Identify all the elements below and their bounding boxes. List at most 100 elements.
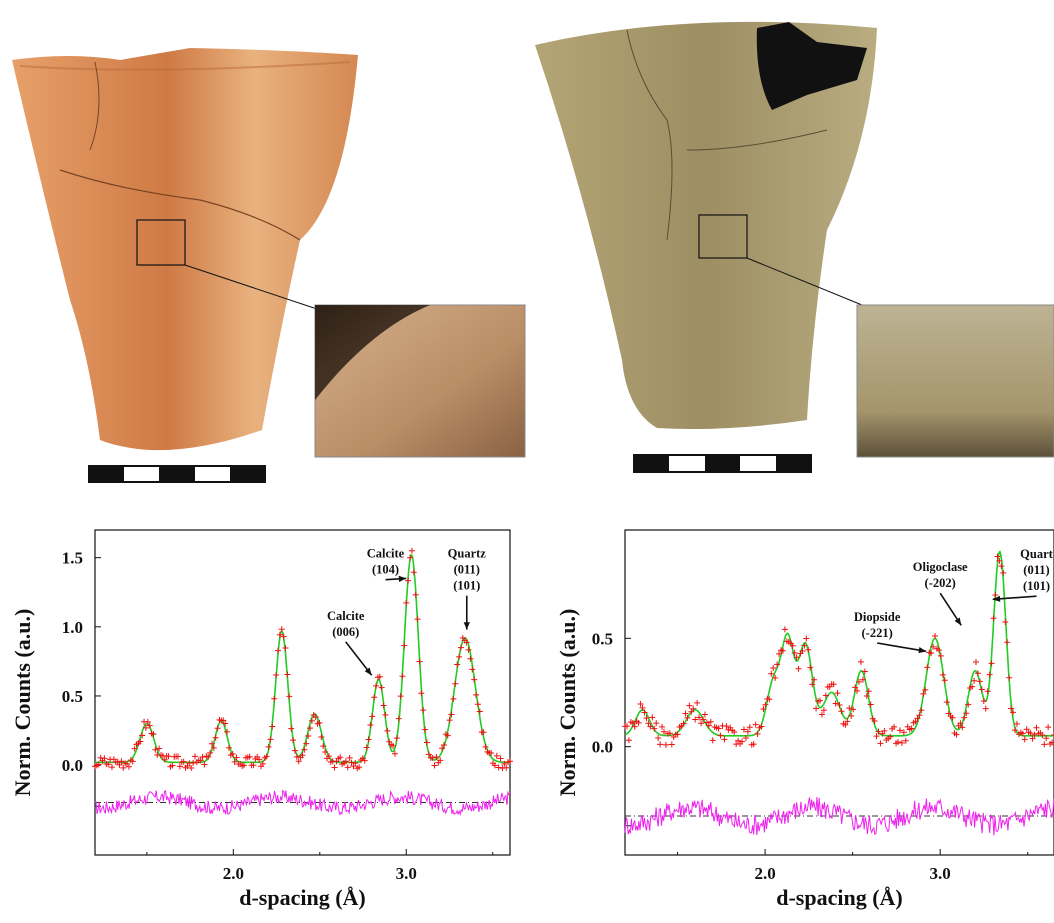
observed-point <box>762 701 769 708</box>
observed-point <box>293 753 300 760</box>
observed-point <box>276 631 283 638</box>
observed-point <box>703 719 710 726</box>
observed-point <box>348 759 355 766</box>
observed-point <box>631 723 638 730</box>
observed-point <box>709 737 716 744</box>
y-tick-label: 0.5 <box>592 629 613 648</box>
observed-point <box>210 744 217 751</box>
observed-point <box>231 758 238 765</box>
observed-point <box>637 701 644 708</box>
observed-point <box>988 660 995 667</box>
observed-point <box>282 645 289 652</box>
observed-point <box>437 757 444 764</box>
observed-point <box>473 691 480 698</box>
observed-point <box>278 626 285 633</box>
observed-point <box>969 683 976 690</box>
observed-point <box>463 639 470 646</box>
observed-point <box>95 761 102 768</box>
observed-point <box>742 734 749 741</box>
observed-point <box>928 650 935 657</box>
observed-point <box>382 711 389 718</box>
observed-point <box>842 721 849 728</box>
observed-point <box>752 721 759 728</box>
observed-point <box>156 745 163 752</box>
observed-point <box>1049 739 1054 746</box>
observed-point <box>220 717 227 724</box>
observed-point <box>482 743 489 750</box>
observed-point <box>399 673 406 680</box>
annotation-arrowhead <box>918 647 927 654</box>
observed-point <box>391 750 398 757</box>
observed-point <box>723 723 730 730</box>
observed-point <box>867 701 874 708</box>
observed-point <box>801 642 808 649</box>
peak-annotation-label: (101) <box>1023 579 1050 593</box>
observed-point <box>895 739 901 746</box>
observed-point <box>108 764 115 771</box>
observed-point <box>376 673 383 680</box>
scale-bar-left-icon <box>88 465 266 483</box>
observed-point <box>976 678 983 685</box>
observed-point <box>284 671 291 678</box>
observed-point <box>290 737 297 744</box>
observed-point <box>937 652 944 659</box>
observed-point <box>1027 730 1034 737</box>
observed-point <box>1029 735 1036 742</box>
observed-point <box>854 687 861 694</box>
observed-point <box>229 750 236 757</box>
observed-point <box>312 714 319 721</box>
plot-frame <box>624 529 1054 856</box>
observed-point <box>1021 736 1028 743</box>
observed-point <box>225 744 232 751</box>
observed-point <box>493 752 500 759</box>
observed-point <box>694 699 701 706</box>
xrd-chart-right-svg: 2.0 3.0 0.0 0.5 d-spacing (Å) Norm. Counts (a… <box>555 529 1054 910</box>
observed-point <box>844 718 851 725</box>
observed-point <box>857 658 864 665</box>
observed-point <box>308 717 315 724</box>
observed-point <box>142 724 149 731</box>
observed-point <box>846 705 853 712</box>
observed-point <box>684 714 691 721</box>
observed-point <box>188 765 195 772</box>
annotation-arrowhead <box>398 575 407 582</box>
observed-point <box>789 642 796 649</box>
observed-point <box>152 746 159 753</box>
xrd-chart-right: 2.0 3.0 0.0 0.5 d-spacing (Å) Norm. Counts (a… <box>527 500 1054 918</box>
observed-point <box>641 709 648 716</box>
peak-annotation-label: Quartz <box>448 547 487 561</box>
observed-point <box>305 732 312 739</box>
observed-point <box>440 742 447 749</box>
observed-point <box>1008 705 1015 712</box>
observed-point <box>996 557 1003 564</box>
observed-point <box>448 711 455 718</box>
annotation-arrowhead <box>954 617 962 626</box>
x-tick-label: 3.0 <box>930 864 951 883</box>
observed-point <box>832 700 839 707</box>
observed-point <box>325 753 332 760</box>
peak-annotation-label: Calcite <box>327 609 365 623</box>
observed-point <box>739 738 745 745</box>
peak-annotation-label: Calcite <box>367 547 405 561</box>
observed-point <box>953 731 960 738</box>
annotation-arrowhead <box>992 595 1001 602</box>
observed-point <box>639 704 646 711</box>
annotation-arrowhead <box>463 622 470 630</box>
observed-point <box>371 694 378 701</box>
observed-point <box>456 653 463 660</box>
observed-point <box>495 764 502 771</box>
y-axis-label: Norm. Counts (a.u.) <box>555 609 580 797</box>
vessel-photo-right-icon <box>535 21 1054 473</box>
observed-point <box>105 761 112 768</box>
observed-point <box>811 676 818 683</box>
observed-point <box>288 725 295 732</box>
observed-point <box>740 726 747 733</box>
observed-point <box>118 758 125 765</box>
observed-point <box>190 760 197 767</box>
observed-point <box>380 702 387 709</box>
observed-point <box>943 699 950 706</box>
observed-point <box>768 670 775 677</box>
observed-point <box>655 734 662 741</box>
observed-point <box>286 693 293 700</box>
observed-point <box>497 755 504 762</box>
